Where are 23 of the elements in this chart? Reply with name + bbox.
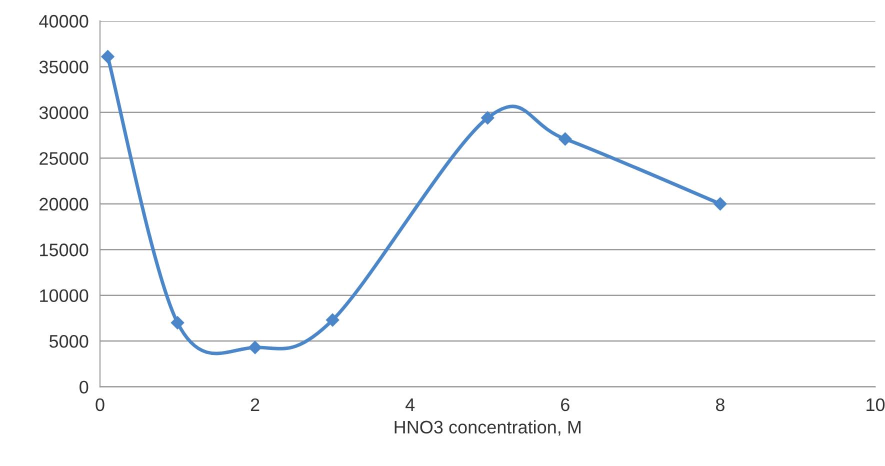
x-tick-label: 10	[866, 398, 885, 412]
y-tick-label: 15000	[40, 244, 88, 256]
point	[326, 313, 340, 327]
y-tick-label: 0	[80, 380, 88, 394]
y-tick-label: 25000	[40, 152, 88, 165]
x-tick-label: 8	[716, 398, 724, 412]
point	[101, 50, 114, 64]
x-tick-label: 0	[96, 398, 104, 412]
point	[714, 197, 727, 210]
y-tick-label: 40000	[39, 14, 88, 28]
x-tick-label: 2	[250, 398, 260, 411]
x-tick-label: 4	[406, 398, 415, 411]
y-tick-label: 5000	[49, 334, 88, 348]
y-tick-label: 35000	[39, 60, 88, 74]
x-axis-title: HNO3 concentration, M	[394, 420, 580, 436]
point	[481, 111, 494, 124]
point	[248, 340, 262, 354]
point	[170, 316, 184, 330]
point	[558, 132, 572, 146]
y-tick-label: 20000	[40, 198, 88, 211]
y-tick-label: 10000	[40, 289, 88, 302]
x-tick-label: 6	[561, 398, 570, 412]
y-tick-label: 30000	[39, 106, 88, 120]
